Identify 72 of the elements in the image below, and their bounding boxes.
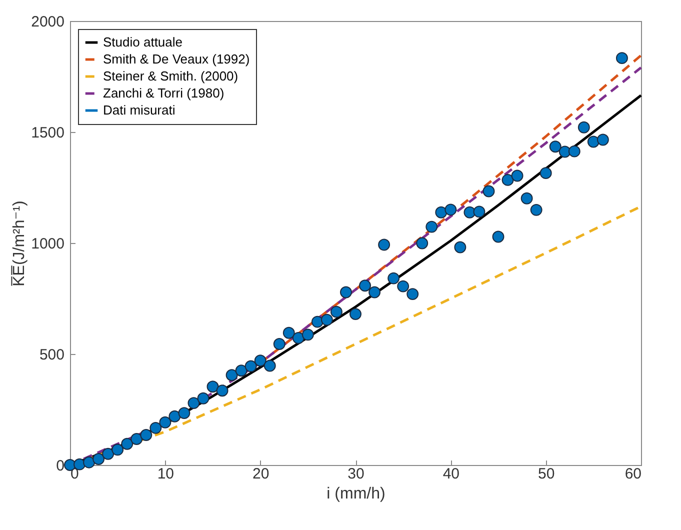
- point: [596, 134, 609, 146]
- point: [435, 206, 448, 218]
- point: [311, 316, 324, 328]
- point: [140, 429, 152, 441]
- x-axis-title: i (mm/h): [326, 486, 386, 502]
- x-tick-label: 60: [624, 466, 642, 482]
- point: [482, 185, 495, 198]
- point: [502, 174, 514, 186]
- point: [530, 204, 542, 216]
- point: [511, 170, 524, 182]
- point: [216, 384, 228, 397]
- point: [178, 407, 190, 420]
- legend-label: Zanchi & Torri (1980): [103, 86, 224, 100]
- point: [616, 52, 628, 64]
- point: [454, 241, 466, 254]
- point: [282, 326, 295, 339]
- x-tick-label: 40: [442, 466, 460, 482]
- point: [416, 237, 428, 250]
- legend-label: Dati misurati: [103, 102, 176, 118]
- y-tick-label: 1000: [31, 236, 64, 252]
- point: [206, 380, 219, 393]
- point: [350, 308, 362, 320]
- point: [92, 453, 105, 465]
- x-tick-label: 10: [157, 466, 174, 482]
- point: [587, 136, 600, 148]
- point: [520, 192, 533, 204]
- point: [492, 230, 504, 243]
- point: [83, 456, 96, 468]
- point: [444, 204, 457, 216]
- point: [302, 328, 314, 341]
- point: [197, 392, 210, 404]
- point: [340, 286, 352, 298]
- legend-label: Steiner & Smith. (2000): [103, 68, 238, 84]
- y-tick-label: 1500: [31, 124, 64, 142]
- point: [102, 448, 114, 460]
- y-tick-label: 2000: [31, 14, 64, 30]
- point: [330, 306, 342, 318]
- point: [359, 280, 371, 292]
- legend-label: Studio attuale: [103, 34, 183, 50]
- point: [292, 332, 304, 344]
- x-tick-label: 50: [538, 466, 555, 482]
- point: [464, 206, 476, 218]
- point: [540, 167, 552, 180]
- point: [235, 364, 248, 377]
- point: [121, 438, 134, 450]
- legend-label: Smith & De Veaux (1992): [103, 52, 250, 66]
- point: [578, 121, 590, 134]
- point: [188, 397, 200, 410]
- point: [273, 338, 286, 350]
- point: [397, 280, 410, 292]
- point: [549, 140, 562, 153]
- point: [368, 286, 381, 298]
- point: [426, 220, 438, 233]
- point: [473, 206, 486, 218]
- point: [168, 410, 181, 422]
- point: [388, 272, 400, 284]
- point: [150, 422, 162, 434]
- x-tick-label: 30: [348, 466, 364, 482]
- point: [112, 444, 124, 456]
- point: [159, 416, 172, 428]
- point: [130, 433, 143, 445]
- point: [244, 360, 257, 372]
- point: [406, 288, 419, 300]
- point: [226, 369, 238, 382]
- point: [320, 314, 333, 326]
- x-tick-label: 20: [252, 466, 270, 482]
- y-axis-title: K̅E̅(J/m²h⁻¹): [10, 200, 28, 286]
- y-tick-label: 500: [39, 346, 64, 364]
- point: [254, 354, 266, 367]
- point: [568, 145, 580, 158]
- point: [264, 360, 276, 372]
- point: [378, 238, 390, 251]
